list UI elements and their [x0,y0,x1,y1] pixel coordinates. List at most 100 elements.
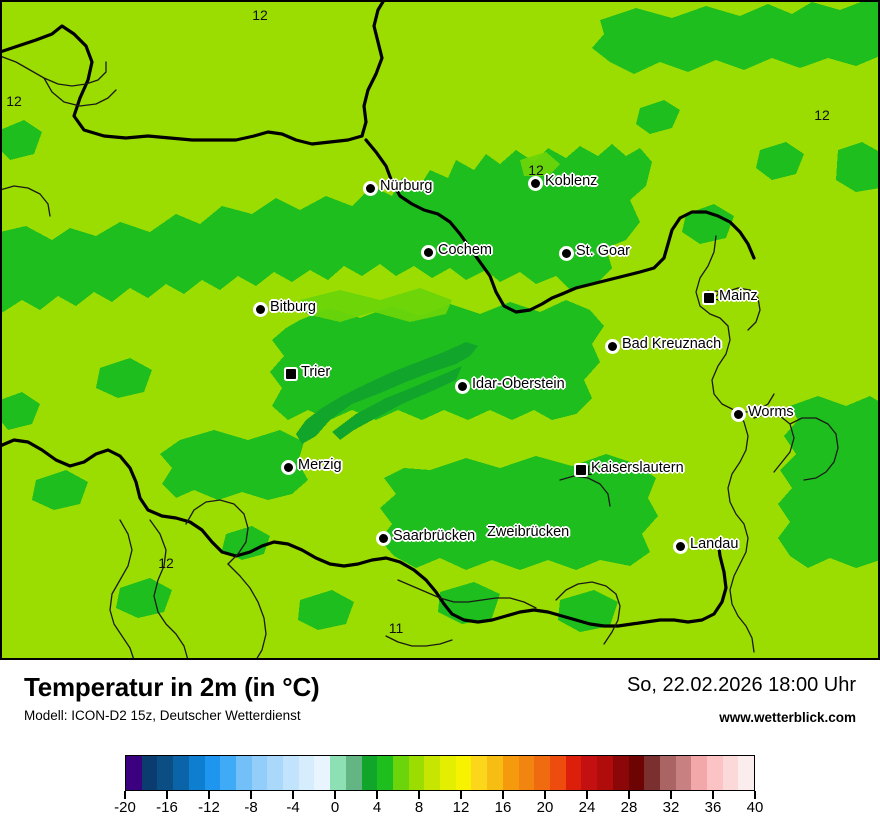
colorbar-swatch [565,756,582,790]
colorbar-tick [418,791,420,799]
colorbar-tick [376,791,378,799]
colorbar-tick-label: 0 [330,799,340,816]
contour-value-label: 11 [388,620,404,636]
colorbar-tick-label: 8 [414,799,424,816]
city-label: Merzig [298,457,342,473]
colorbar-tick [670,791,672,799]
city-dot-icon [561,248,571,258]
city-label: Zweibrücken [487,524,570,540]
city-label: Idar-Oberstein [472,376,565,392]
colorbar-tick [586,791,588,799]
colorbar-swatch [581,756,598,790]
website-label: www.wetterblick.com [719,710,856,725]
colorbar-tick-label: 40 [746,799,764,816]
city-label: Worms [748,404,794,420]
valid-time-label: So, 22.02.2026 18:00 Uhr [626,674,856,696]
colorbar-swatch [283,756,299,790]
colorbar-swatch [141,756,158,790]
colorbar-swatch [251,756,268,790]
colorbar-tick-label: 28 [620,799,638,816]
city-label: Saarbrücken [393,528,476,544]
city-label: Nürburg [380,178,433,194]
colorbar-tick [754,791,756,799]
colorbar-swatch [644,756,660,790]
colorbar-swatch [738,756,755,790]
city-label: Bitburg [270,299,316,315]
colorbar-swatch [204,756,221,790]
colorbar-tick [250,791,252,799]
colorbar-swatch [440,756,456,790]
city-dot-icon [530,178,540,188]
colorbar-swatch [220,756,236,790]
colorbar-swatch [628,756,645,790]
city-dot-icon [283,462,293,472]
city-label: St. Goar [576,243,630,259]
city-label: Cochem [438,242,492,258]
colorbar-swatch [659,756,676,790]
colorbar-tick [292,791,294,799]
chart-title: Temperatur in 2m (in °C) [24,672,320,702]
city-label: Koblenz [545,173,598,189]
colorbar-swatch [330,756,346,790]
band-8-10 [300,152,560,322]
colorbar-swatch [126,756,142,790]
colorbar-swatch [188,756,205,790]
colorbar-swatch [314,756,331,790]
city-dot-icon [607,341,617,351]
colorbar-tick [712,791,714,799]
colorbar-tick-label: -12 [198,799,220,816]
colorbar-swatch [235,756,252,790]
city-dot-icon [675,541,685,551]
colorbar-swatch [549,756,566,790]
band-4-6 [296,342,478,444]
colorbar-tick-label: 20 [536,799,554,816]
colorbar-swatch [471,756,488,790]
colorbar-swatch [157,756,174,790]
colorbar-tick [460,791,462,799]
colorbar-swatch [502,756,519,790]
colorbar-tick-label: 16 [494,799,512,816]
colorbar-swatches[interactable] [125,755,755,791]
city-dot-icon [576,465,586,475]
contour-value-label: 12 [252,7,268,23]
colorbar-swatch [691,756,708,790]
contour-value-label: 12 [6,93,22,109]
colorbar-swatch [392,756,409,790]
colorbar-swatch [267,756,284,790]
colorbar-tick-label: 12 [452,799,470,816]
colorbar-swatch [518,756,535,790]
city-dot-icon [286,369,296,379]
colorbar-swatch [424,756,441,790]
contour-value-label: 12 [814,107,830,123]
colorbar-tick [166,791,168,799]
colorbar-tick [628,791,630,799]
city-dot-icon [733,409,743,419]
city-label: Trier [301,364,331,380]
colorbar-swatch [298,756,315,790]
colorbar-swatch [455,756,472,790]
city-dot-icon [457,381,467,391]
city-dot-icon [378,533,388,543]
colorbar-swatch [707,756,723,790]
colorbar-tick-labels: -20 -16 -12 -8 -4 0 4 8 12 16 20 24 28 32 36 40 [0,799,880,823]
city-label: Kaiserslautern [591,460,684,476]
temperature-map[interactable]: 1212121212121111 NürburgKoblenzCochemSt.… [0,0,880,660]
city-dot-icon [365,183,375,193]
colorbar-swatch [361,756,378,790]
city-label: Mainz [719,288,758,304]
colorbar-tick-label: 24 [578,799,596,816]
colorbar-swatch [377,756,393,790]
city-dot-icon [704,293,714,303]
colorbar-swatch [408,756,425,790]
colorbar-swatch [675,756,692,790]
model-subtitle: Modell: ICON-D2 15z, Deutscher Wetterdie… [24,708,301,723]
colorbar-tick [502,791,504,799]
colorbar-tick-label: -20 [114,799,136,816]
national-border [0,0,756,628]
contour-value-label: 12 [158,555,174,571]
contour-value-label: 12 [528,162,544,178]
colorbar-legend[interactable]: -20 -16 -12 -8 -4 0 4 8 12 16 20 24 28 32 36 40 [0,755,880,825]
colorbar-swatch [173,756,189,790]
colorbar-tick-label: -16 [156,799,178,816]
